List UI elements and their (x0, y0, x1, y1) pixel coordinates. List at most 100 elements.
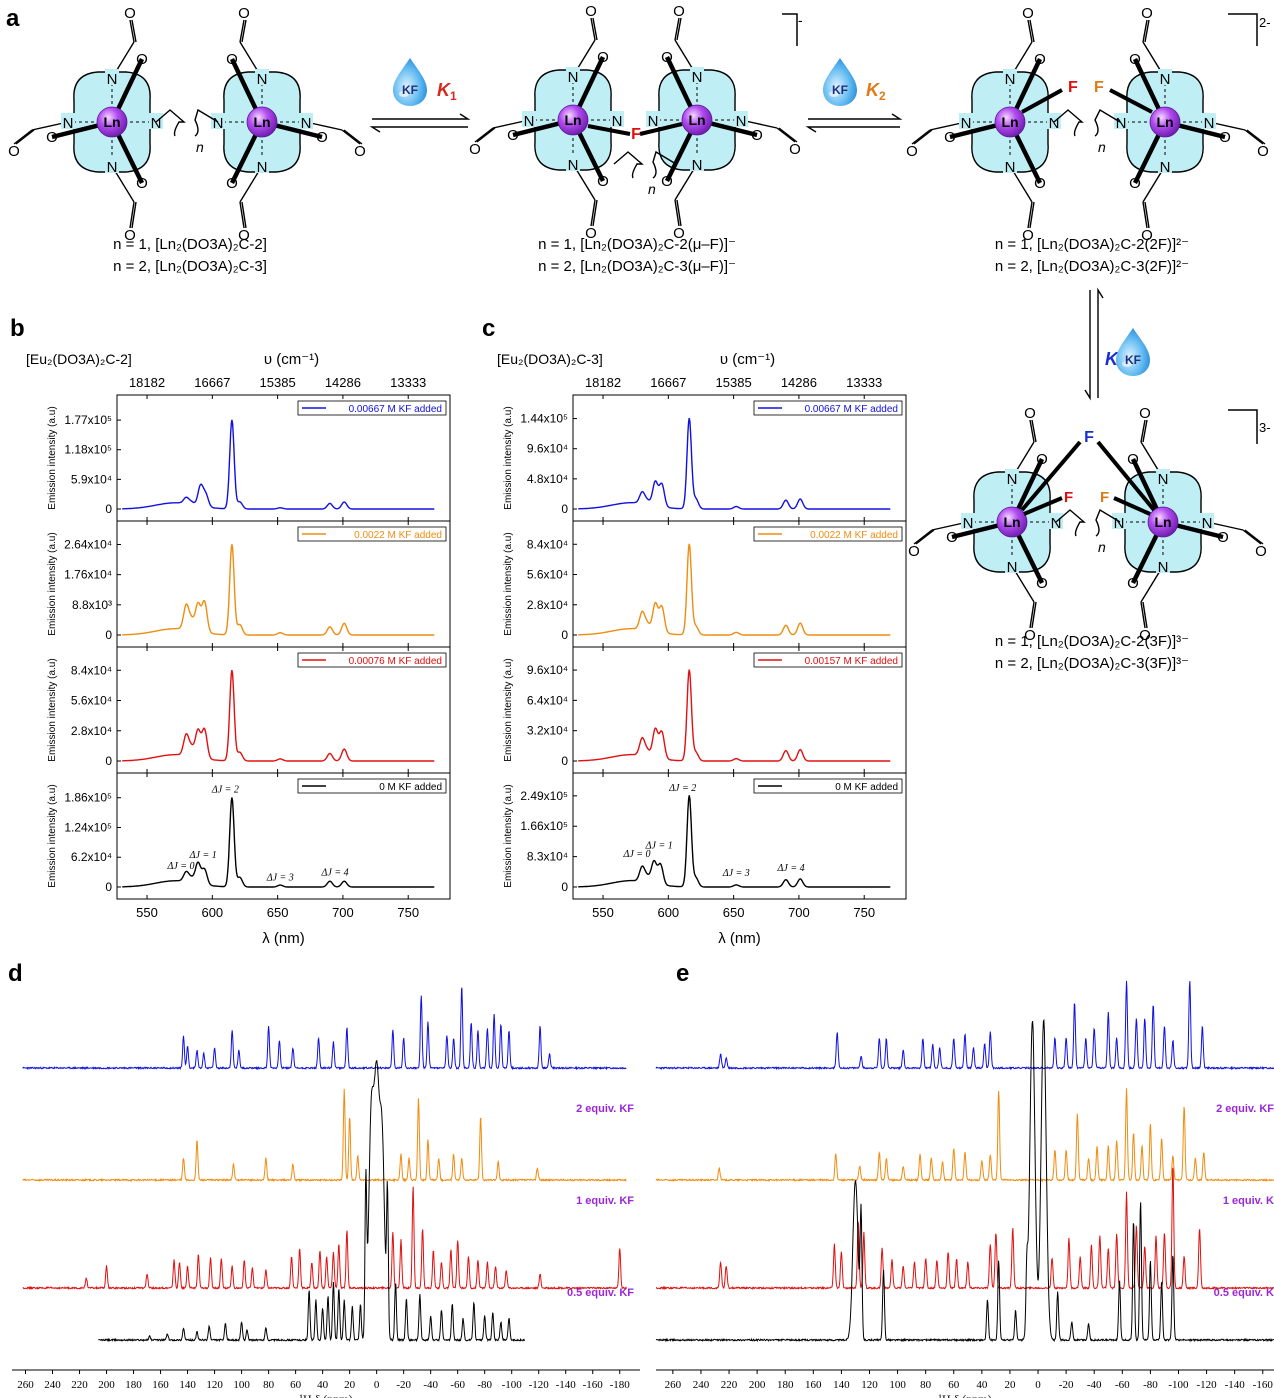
fluoride-bond (1023, 496, 1063, 516)
y-tick-label: 2.64x10⁴ (64, 537, 112, 551)
nitrogen-bg (566, 155, 580, 171)
x-tick-label: 550 (592, 905, 614, 920)
nitrogen-bg (690, 67, 704, 83)
x-tick-label: 750 (853, 905, 875, 920)
kf-label: KF (1125, 353, 1141, 367)
lanthanide-label: Ln (1156, 114, 1173, 130)
caption-3f-n1: n = 1, [Ln₂(DO3A)₂C-2(3F)]³⁻ (995, 633, 1189, 650)
oxygen-atom: O (46, 129, 58, 146)
kf-label: KF (832, 83, 848, 97)
kf-drop-icon: KF (393, 58, 427, 106)
x-tick-label: 140 (833, 1379, 850, 1391)
y-tick-label: 1.66x10⁵ (520, 819, 568, 833)
carbonyl-bond (915, 529, 935, 545)
chart-title: [Eu₂(DO3A)₂C-2] (26, 351, 132, 367)
nitrogen-bg (105, 69, 119, 85)
nitrogen-bg (734, 111, 748, 127)
y-tick-label: 5.6x10⁴ (71, 694, 112, 708)
carbonyl-bond (129, 19, 135, 43)
terminal-fluoride: F (1068, 79, 1078, 96)
y-tick-label: 8.8x10³ (72, 598, 112, 612)
nitrogen-atom: N (612, 113, 623, 130)
x-tick-label: 80 (263, 1379, 275, 1391)
carbonyl-bond (241, 201, 247, 229)
nitrogen-bg (690, 155, 704, 171)
oxygen-atom: O (1217, 529, 1229, 546)
nitrogen-atom: N (1007, 559, 1018, 576)
carbonyl-bond (341, 129, 361, 145)
x-tick-label: 0 (1035, 1379, 1041, 1391)
nitrogen-atom: N (1049, 115, 1060, 132)
nitrogen-atom: N (1114, 515, 1125, 532)
nitrogen-atom: N (107, 71, 118, 88)
lanthanide-ion (996, 506, 1028, 538)
nitrogen-bg (961, 513, 975, 529)
transition-annotation: ΔJ = 2 (668, 783, 696, 794)
x-tick-label: 100 (233, 1379, 250, 1391)
nitrogen-bg (255, 69, 269, 85)
oxygen-atom: O (136, 175, 148, 192)
carbonyl-bond (1142, 419, 1148, 443)
oxygen-atom: O (906, 143, 918, 160)
carbonyl-bond (592, 199, 598, 227)
y-axis-label: Emission intensity (a.u) (503, 658, 514, 761)
legend-label: 0.00667 M KF added (805, 404, 898, 415)
carbonyl-bond (676, 199, 682, 227)
x-tick-label: 40 (976, 1379, 988, 1391)
x-tick-label: -100 (1168, 1379, 1189, 1391)
x-tick-label: -20 (1059, 1379, 1074, 1391)
carbonyl-bond (1031, 601, 1037, 629)
legend-box (753, 652, 903, 668)
y-tick-label: 8.3x10⁴ (527, 850, 568, 864)
x-tick-label: 240 (44, 1379, 61, 1391)
x-tick-label: -160 (1253, 1379, 1274, 1391)
k2-subscript: 2 (879, 89, 886, 103)
nitrogen-atom: N (1160, 71, 1171, 88)
carbonyl-bond (913, 129, 933, 145)
emission-spectrum-line (122, 669, 435, 762)
x-tick-label: 650 (723, 905, 745, 920)
y-tick-label: 2.8x10⁴ (527, 598, 568, 612)
nitrogen-atom: N (692, 69, 703, 86)
x-tick-label: 180 (777, 1379, 794, 1391)
x-tick-label: 200 (749, 1379, 766, 1391)
bridging-fluoride: F (1084, 429, 1094, 446)
nitrogen-atom: N (257, 71, 268, 88)
transition-annotation: ΔJ = 0 (166, 861, 194, 872)
panel-label-a: a (6, 5, 20, 32)
oxygen-atom: O (238, 5, 250, 22)
y-tick-label: 2.8x10⁴ (71, 724, 112, 738)
x-tick-label: 160 (805, 1379, 822, 1391)
legend-box (297, 526, 447, 542)
nitrogen-bg (1156, 469, 1170, 485)
x-tick-label: -40 (423, 1379, 438, 1391)
chart-panel-b: b[Eu₂(DO3A)₂C-2] υ (cm⁻¹) 18182 16667 15385 1… (10, 315, 451, 947)
legend-box (297, 652, 447, 668)
carbonyl-bond (1246, 129, 1266, 145)
charge-label: 3- (1259, 420, 1271, 435)
nitrogen-bg (959, 113, 973, 129)
carbonyl-bond (129, 201, 135, 229)
nitrogen-atom: N (1202, 515, 1213, 532)
top-tick-label: 15385 (716, 375, 752, 390)
x-tick-label: 60 (290, 1379, 302, 1391)
oxygen-atom: O (908, 543, 920, 560)
series-label: 2 equiv. KF (576, 1103, 634, 1115)
oxygen-atom: O (1129, 175, 1141, 192)
k3-label: K (1105, 349, 1120, 369)
oxygen-atom: O (1022, 227, 1034, 244)
oxygen-atom: O (1141, 5, 1153, 22)
nitrogen-atom: N (648, 113, 659, 130)
y-tick-label: 1.44x10⁵ (520, 412, 568, 426)
nitrogen-atom: N (736, 113, 747, 130)
y-tick-label: 0 (561, 880, 568, 894)
emission-spectrum-line (578, 543, 891, 636)
legend-label: 0 M KF added (835, 782, 898, 793)
charge-bracket-2f: 2- (1228, 13, 1271, 46)
oxygen-atom: O (1219, 129, 1231, 146)
nitrogen-bg (566, 67, 580, 83)
carbonyl-bond (911, 129, 931, 145)
terminal-fluoride: F (1100, 489, 1109, 506)
top-tick-label: 16667 (650, 375, 686, 390)
